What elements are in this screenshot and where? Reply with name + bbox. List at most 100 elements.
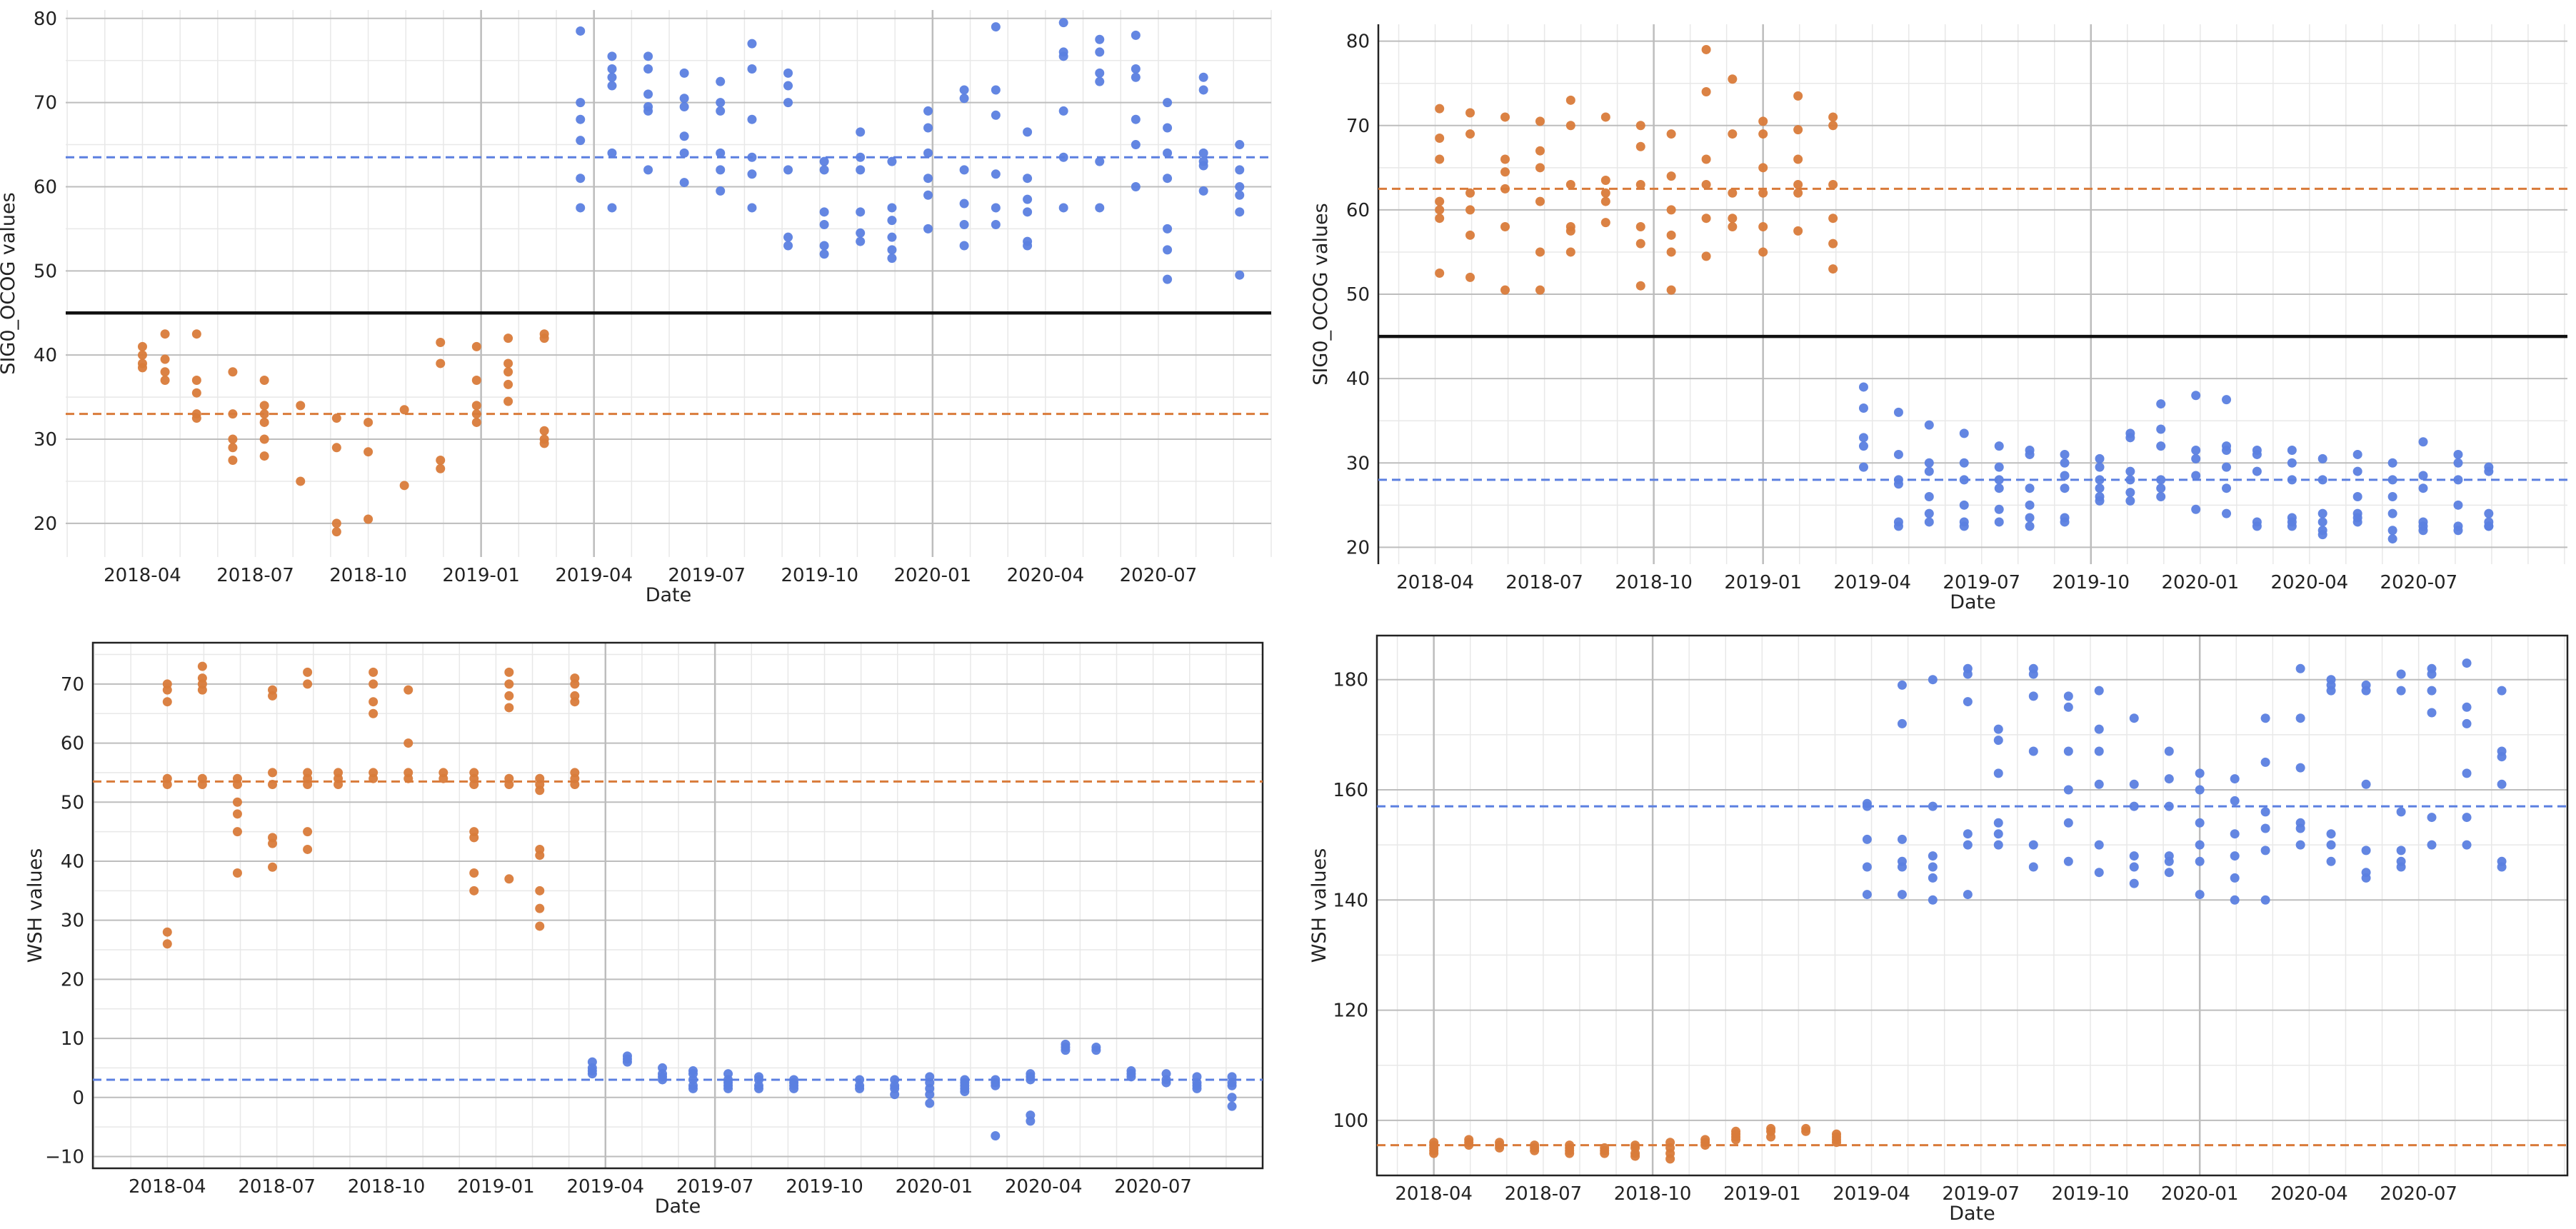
chart-tl-point-orange xyxy=(228,367,238,377)
chart-tl-point-blue xyxy=(856,236,866,246)
chart-tr-point-blue xyxy=(1959,428,1969,438)
chart-tr-point-orange xyxy=(1666,171,1676,181)
chart-tr-point-blue xyxy=(1858,441,1868,451)
chart-tl-point-blue xyxy=(991,110,1001,120)
chart-br-point-orange xyxy=(1630,1151,1640,1161)
chart-br-xtick-label: 2020-07 xyxy=(2380,1183,2457,1205)
chart-tr-xtick-label: 2019-01 xyxy=(1724,572,1802,593)
chart-tl-point-orange xyxy=(503,333,513,343)
chart-br-point-orange xyxy=(1766,1132,1776,1142)
chart-br-ytick-label: 100 xyxy=(1333,1110,1368,1132)
chart-br-point-blue xyxy=(1897,834,1907,844)
chart-tl-point-orange xyxy=(436,337,446,347)
chart-br-point-blue xyxy=(1862,890,1872,900)
chart-br-point-blue xyxy=(2326,840,2336,850)
chart-tr-point-orange xyxy=(1758,129,1768,139)
chart-tr-point-blue xyxy=(1924,517,1934,527)
chart-br-point-blue xyxy=(1897,890,1907,900)
chart-bl-point-orange xyxy=(303,844,313,854)
chart-tr-point-orange xyxy=(1828,179,1838,189)
chart-tl-point-blue xyxy=(1131,114,1141,124)
chart-bl-point-orange xyxy=(303,667,313,677)
chart-bl-point-blue xyxy=(925,1098,935,1108)
chart-br-xtick-label: 2018-07 xyxy=(1505,1183,1583,1205)
chart-br-point-blue xyxy=(2094,746,2104,756)
chart-bl-point-blue xyxy=(753,1083,763,1093)
chart-tl-point-blue xyxy=(923,174,933,184)
chart-tr-xtick-label: 2020-04 xyxy=(2271,572,2349,593)
chart-br-point-blue xyxy=(1993,768,2003,778)
chart-bl-point-orange xyxy=(197,661,207,671)
chart-tl-point-blue xyxy=(1058,106,1068,116)
chart-tl-point-orange xyxy=(191,388,201,398)
chart-tr-point-blue xyxy=(1924,466,1934,476)
chart-tr-point-orange xyxy=(1828,214,1838,224)
chart-tl-point-blue xyxy=(1163,224,1173,234)
chart-tl-point-blue xyxy=(783,68,793,78)
chart-bl-point-blue xyxy=(1091,1045,1101,1055)
chart-tr-point-blue xyxy=(1924,458,1934,468)
chart-tl-point-orange xyxy=(364,417,374,427)
chart-tr-ytick-label: 30 xyxy=(1346,453,1370,474)
chart-tl-point-orange xyxy=(399,405,409,415)
chart-bl-point-orange xyxy=(570,679,580,689)
chart-tr-point-orange xyxy=(1465,272,1475,282)
chart-tl-point-blue xyxy=(1058,18,1068,28)
chart-tr-point-blue xyxy=(2252,521,2262,531)
chart-br-point-blue xyxy=(2164,856,2174,866)
chart-bl-point-orange xyxy=(369,667,379,677)
chart-tl-point-orange xyxy=(471,376,481,386)
chart-br-point-blue xyxy=(2129,862,2139,872)
chart-bl-point-orange xyxy=(268,691,278,701)
chart-br-point-blue xyxy=(2230,873,2240,883)
chart-tl-point-blue xyxy=(959,220,969,230)
chart-br-point-blue xyxy=(2195,840,2205,850)
chart-bl-point-orange xyxy=(535,786,545,796)
chart-br-point-orange xyxy=(1565,1148,1575,1158)
chart-tr-point-blue xyxy=(2125,488,2135,498)
chart-br-point-blue xyxy=(1963,829,1973,839)
chart-tl-point-blue xyxy=(679,68,689,78)
chart-br-point-blue xyxy=(2230,829,2240,839)
chart-tr-point-orange xyxy=(1500,112,1510,122)
chart-tr-point-blue xyxy=(1858,403,1868,413)
chart-tl-xtick-label: 2019-07 xyxy=(668,565,746,586)
chart-tl-point-blue xyxy=(887,203,897,213)
chart-tl-ytick-label: 80 xyxy=(34,9,57,30)
chart-sig0-ocog-top-right: 2018-04 2018-07 2018-10 2019-01 2019-04 2019-… xyxy=(1310,24,2567,613)
chart-bl-point-blue xyxy=(890,1090,900,1100)
chart-tl-point-orange xyxy=(331,443,341,453)
chart-tl-point-blue xyxy=(1163,148,1173,158)
chart-tl-point-blue xyxy=(576,114,586,124)
chart-br-point-blue xyxy=(1862,801,1872,811)
chart-br-point-blue xyxy=(1928,873,1938,883)
chart-bl-point-orange xyxy=(232,868,242,878)
chart-br-point-blue xyxy=(2427,669,2437,679)
chart-br-point-blue xyxy=(2497,779,2507,789)
chart-tr-point-orange xyxy=(1565,121,1575,131)
chart-tl-point-orange xyxy=(539,438,549,448)
chart-tl-point-orange xyxy=(259,434,269,444)
chart-br-point-blue xyxy=(2396,669,2406,679)
chart-tr-point-orange xyxy=(1635,222,1645,231)
chart-br-point-blue xyxy=(2063,785,2073,795)
chart-tr-point-blue xyxy=(2387,475,2397,485)
chart-bl-point-orange xyxy=(469,868,479,878)
chart-br-xtick-label: 2018-04 xyxy=(1395,1183,1473,1205)
chart-tl-point-blue xyxy=(747,64,757,74)
chart-tl-point-blue xyxy=(1058,152,1068,162)
chart-tl-ytick-label: 60 xyxy=(34,176,57,198)
chart-tr-point-orange xyxy=(1600,176,1610,186)
chart-bl-point-orange xyxy=(162,697,172,707)
chart-tl-xtick-label: 2018-04 xyxy=(104,565,181,586)
chart-bl-point-orange xyxy=(469,886,479,896)
chart-bl-point-orange xyxy=(404,773,414,783)
chart-tr-point-orange xyxy=(1793,226,1803,236)
chart-tl-point-orange xyxy=(259,401,269,411)
chart-bl-point-orange xyxy=(504,679,514,689)
chart-tl-ylabel: SIG0_OCOG values xyxy=(0,192,19,374)
chart-tr-point-orange xyxy=(1435,104,1445,114)
chart-tr-point-blue xyxy=(2095,475,2105,485)
chart-tl-point-blue xyxy=(783,81,793,91)
chart-bl-point-orange xyxy=(469,833,479,843)
